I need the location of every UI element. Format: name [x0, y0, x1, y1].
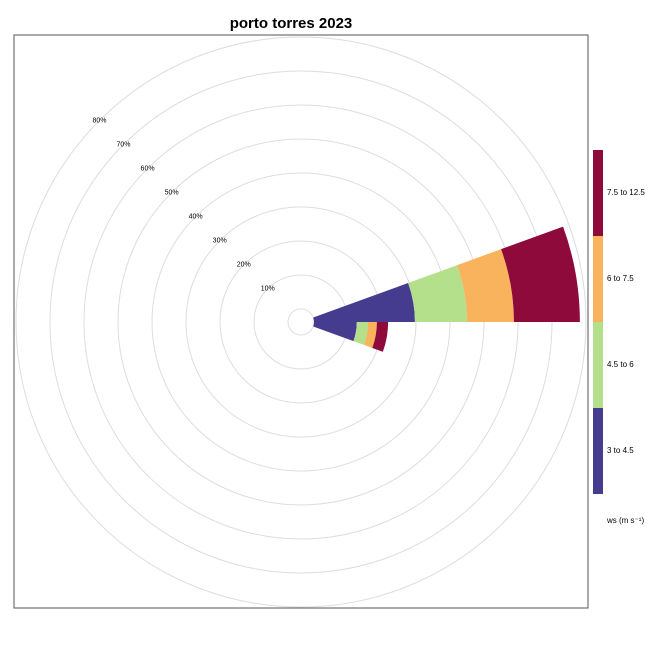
- wedge-segment: [456, 249, 514, 322]
- wedge-segment: [408, 265, 467, 322]
- hole-ring: [287, 308, 315, 336]
- radial-tick-label: 30%: [213, 238, 227, 245]
- legend-label: 6 to 7.5: [607, 274, 634, 283]
- legend-title: ws (m s⁻¹): [606, 516, 644, 525]
- legend-label: 7.5 to 12.5: [607, 188, 645, 197]
- radial-tick-label: 50%: [165, 189, 179, 196]
- wedge-segment: [353, 322, 369, 345]
- wedge-segment: [313, 283, 415, 322]
- legend-label: 3 to 4.5: [607, 446, 634, 455]
- plot-frame: [13, 34, 589, 609]
- legend-swatch: [593, 150, 603, 236]
- radial-tick-label: 60%: [141, 165, 155, 172]
- radial-tick-label: 70%: [117, 141, 131, 148]
- wedge-segment: [501, 226, 580, 322]
- radial-tick-label: 40%: [189, 213, 203, 220]
- radial-tick-label: 80%: [92, 117, 106, 124]
- radial-tick-label: 20%: [237, 262, 251, 269]
- legend-swatch: [593, 236, 603, 322]
- wedge-segment: [313, 322, 357, 342]
- chart-title: porto torres 2023: [230, 15, 353, 32]
- legend-label: 4.5 to 6: [607, 360, 634, 369]
- wedge-segment: [372, 322, 389, 352]
- grid-ring: [15, 36, 587, 608]
- legend-swatch: [593, 408, 603, 494]
- wedge-segment: [364, 322, 377, 348]
- legend-swatch: [593, 322, 603, 408]
- radial-tick-label: 10%: [261, 286, 275, 293]
